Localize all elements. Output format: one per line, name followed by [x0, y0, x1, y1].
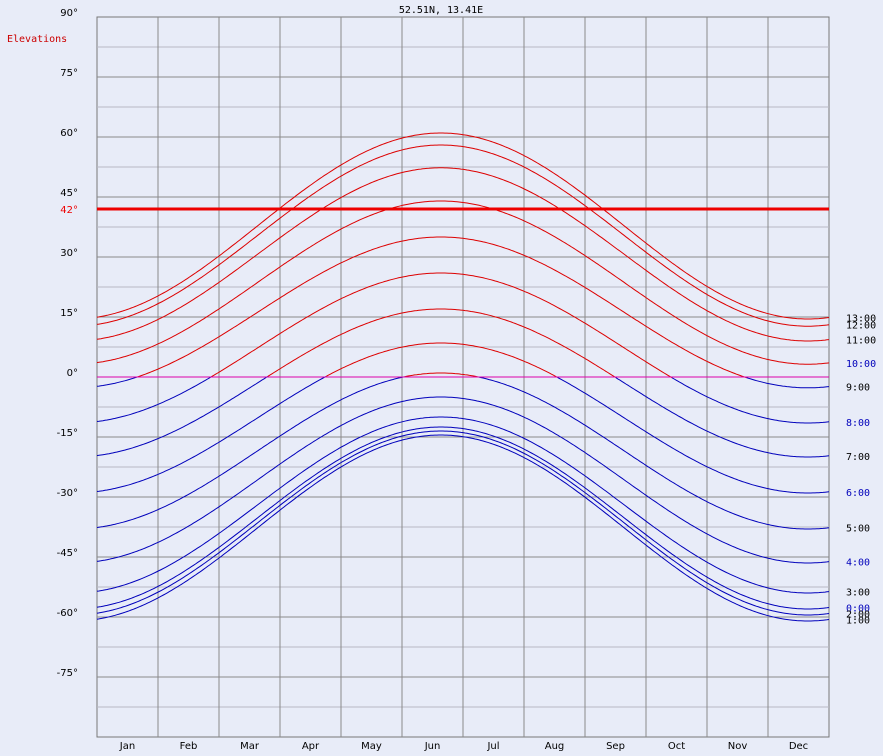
x-tick-label: Sep: [606, 741, 625, 752]
series-line: [478, 376, 830, 530]
series-line: [96, 375, 327, 492]
y-tick-label: -75°: [57, 668, 78, 679]
series-label: 3:00: [846, 588, 870, 599]
y-tick-label: -60°: [57, 608, 78, 619]
threshold-label: 42°: [60, 205, 78, 216]
series-line: [96, 200, 830, 365]
x-tick-labels: Jan Feb Mar Apr May Jun Jul Aug Sep Oct Nov Dec: [119, 741, 808, 752]
series-line: [96, 376, 138, 387]
series-label: 7:00: [846, 452, 870, 463]
y-tick-label: 30°: [60, 248, 78, 259]
chart-title: 52.51N, 13.41E: [399, 5, 483, 16]
x-tick-label: Dec: [789, 741, 808, 752]
x-tick-label: May: [361, 741, 382, 752]
y-tick-label: -30°: [57, 488, 78, 499]
series-label: 4:00: [846, 558, 870, 569]
series-line: [96, 416, 830, 594]
series-label: 12:00: [846, 321, 876, 332]
y-tick-label: -15°: [57, 428, 78, 439]
series-label: 0:00: [846, 604, 870, 615]
series-label: 8:00: [846, 418, 870, 429]
x-tick-label: Nov: [728, 741, 748, 752]
series-line: [746, 377, 830, 389]
series-line: [96, 144, 830, 327]
series-line: [267, 308, 617, 379]
x-tick-label: Mar: [240, 741, 260, 752]
y-tick-labels: 90° 75° 60° 45° 30° 15° 0° -15° -30° -45° -60° -75°: [57, 8, 78, 679]
reference-lines: 42°: [60, 205, 829, 378]
series-label: 9:00: [846, 383, 870, 394]
series-line: [96, 434, 830, 622]
x-tick-label: Jun: [424, 741, 441, 752]
y-tick-label: 90°: [60, 8, 78, 19]
y-tick-label: 15°: [60, 308, 78, 319]
series-line: [211, 272, 673, 379]
series-label: 2:00: [846, 610, 870, 621]
series-label: 5:00: [846, 524, 870, 535]
series-line: [326, 342, 558, 378]
series-line: [96, 376, 212, 422]
series-line: [96, 426, 830, 610]
y-tick-label: 75°: [60, 68, 78, 79]
y-tick-label: -45°: [57, 548, 78, 559]
series-label: 13:00: [846, 313, 876, 324]
series-line: [96, 167, 830, 342]
series-lines: [96, 132, 830, 622]
x-tick-label: Jan: [119, 741, 135, 752]
x-tick-label: Aug: [545, 741, 565, 752]
series-label: 11:00: [846, 336, 876, 347]
x-tick-label: Jul: [486, 741, 499, 752]
x-tick-label: Feb: [180, 741, 198, 752]
y-tick-label: 0°: [67, 368, 78, 379]
series-label: 6:00: [846, 488, 870, 499]
x-tick-label: Apr: [302, 741, 320, 752]
series-line: [671, 377, 830, 424]
series-line: [404, 372, 480, 378]
y-axis-label: Elevations: [7, 34, 67, 45]
y-tick-label: 45°: [60, 188, 78, 199]
x-tick-label: Oct: [668, 741, 685, 752]
series-line: [96, 396, 830, 564]
series-line: [615, 377, 830, 458]
series-line: [96, 430, 830, 616]
y-tick-label: 60°: [60, 128, 78, 139]
series-line: [96, 132, 830, 320]
series-line: [557, 376, 830, 494]
series-label: 10:00: [846, 359, 876, 370]
series-line: [96, 375, 269, 457]
series-line: [96, 376, 405, 528]
series-label: 1:00: [846, 616, 870, 627]
series-line: [137, 236, 747, 379]
